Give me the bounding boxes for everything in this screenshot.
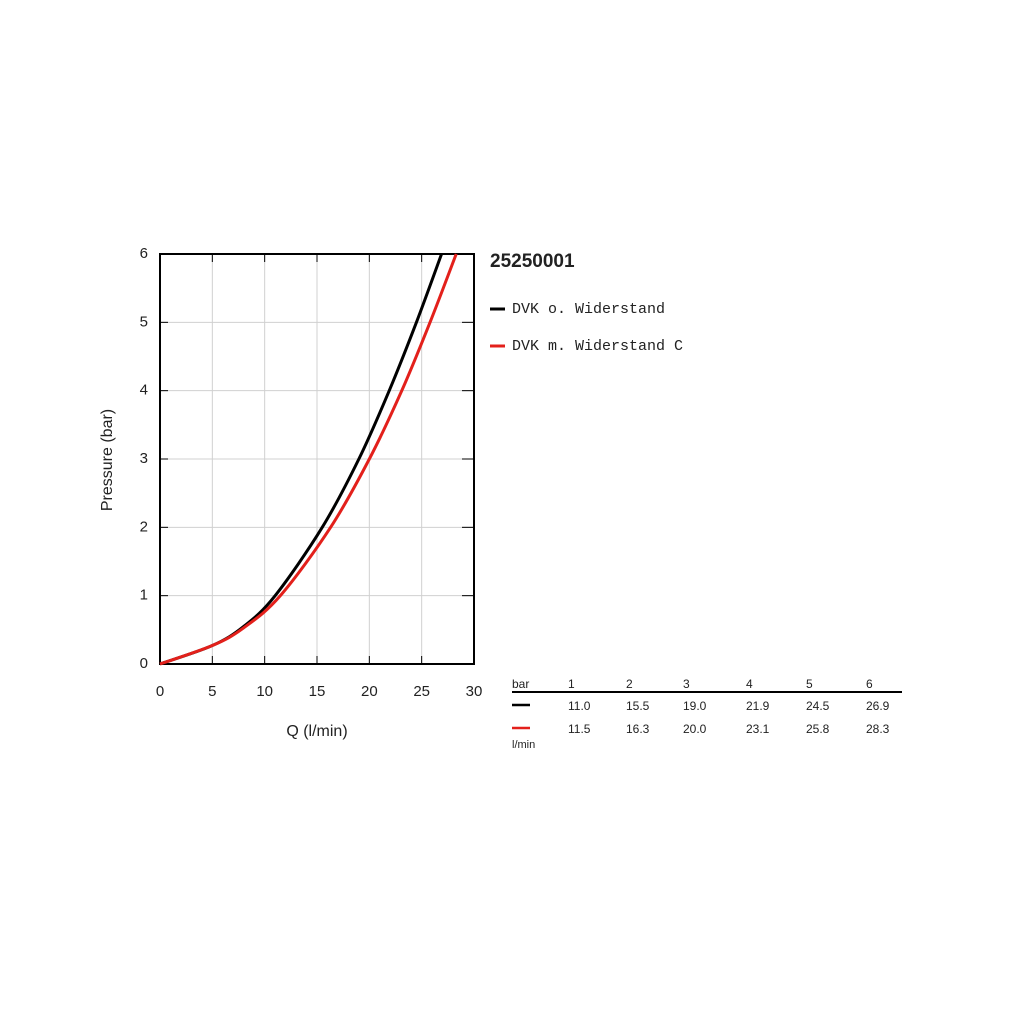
table-header: 1 [568, 677, 575, 691]
table-cell: 11.5 [568, 722, 591, 736]
legend-label: DVK o. Widerstand [512, 301, 665, 318]
table-cell: 20.0 [683, 722, 707, 736]
x-axis-label: Q (l/min) [286, 723, 347, 740]
table-cell: 11.0 [568, 699, 591, 713]
table-header: bar [512, 677, 529, 691]
table-header: 5 [806, 677, 813, 691]
plot-frame [159, 253, 475, 665]
x-tick-label: 0 [156, 683, 164, 700]
y-tick-label: 6 [140, 245, 148, 262]
x-tick-label: 5 [208, 683, 216, 700]
y-tick-label: 5 [140, 313, 148, 330]
table-cell: 25.8 [806, 722, 830, 736]
table-cell: 21.9 [746, 699, 770, 713]
table-header: 4 [746, 677, 753, 691]
y-tick-label: 3 [140, 450, 148, 467]
x-tick-label: 10 [256, 683, 273, 700]
y-tick-label: 2 [140, 518, 148, 535]
table-unit: l/min [512, 739, 535, 751]
x-tick-label: 25 [413, 683, 430, 700]
table-cell: 24.5 [806, 699, 830, 713]
table-header: 2 [626, 677, 633, 691]
x-tick-label: 15 [309, 683, 326, 700]
x-tick-label: 30 [466, 683, 483, 700]
table-cell: 28.3 [866, 722, 890, 736]
y-tick-label: 0 [140, 655, 148, 672]
y-axis-label: Pressure (bar) [99, 409, 116, 511]
y-tick-label: 1 [140, 587, 148, 604]
table-header: 3 [683, 677, 690, 691]
y-tick-label: 4 [140, 382, 148, 399]
table-cell: 26.9 [866, 699, 890, 713]
table-cell: 23.1 [746, 722, 770, 736]
chart-title: 25250001 [490, 251, 575, 272]
table-cell: 19.0 [683, 699, 707, 713]
table-cell: 16.3 [626, 722, 650, 736]
x-tick-label: 20 [361, 683, 378, 700]
table-cell: 15.5 [626, 699, 650, 713]
table-header: 6 [866, 677, 873, 691]
series-line [159, 253, 458, 666]
legend-label: DVK m. Widerstand C [512, 338, 683, 355]
